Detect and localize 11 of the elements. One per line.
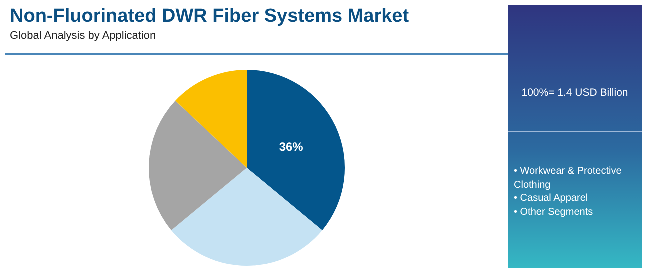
pie-slice	[149, 100, 247, 230]
pie-slice	[176, 70, 247, 168]
data-label: 36%	[279, 140, 304, 154]
text: • Other Segments	[514, 206, 594, 219]
pie-slice	[247, 70, 345, 230]
chart-title: Non-Fluorinated DWR Fiber Systems Market	[10, 6, 410, 28]
text: 100%= 1.4 USD Billion	[520, 87, 630, 99]
text: • Workwear & Protective Clothing	[514, 165, 623, 192]
text: • Casual Apparel	[514, 192, 590, 206]
chart-subtitle: Global Analysis by Application	[10, 30, 156, 42]
pie-slice	[171, 168, 323, 266]
